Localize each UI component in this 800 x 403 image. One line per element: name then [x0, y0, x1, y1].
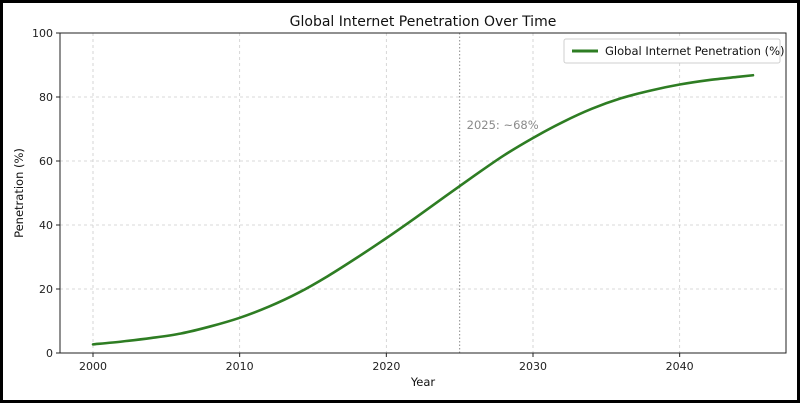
legend: Global Internet Penetration (%) [563, 38, 785, 64]
x-axis-title: Year [410, 375, 436, 389]
annotation-label: 2025: ~68% [467, 118, 539, 132]
chart-frame: Global Internet Penetration Over Time 20… [3, 3, 797, 400]
annotation-layer: 2025: ~68% [459, 33, 539, 353]
legend-box [563, 38, 781, 64]
y-tick-label: 40 [39, 219, 53, 232]
chart-title: Global Internet Penetration Over Time [290, 14, 557, 30]
x-tick-label: 2000 [79, 360, 107, 373]
x-tick-label: 2010 [226, 360, 254, 373]
x-tick-label: 2020 [372, 360, 400, 373]
plot-area-border [59, 32, 787, 354]
series-layer [91, 73, 755, 346]
y-tick-label: 20 [39, 283, 53, 296]
series-line [91, 73, 755, 346]
y-axis-title: Penetration (%) [12, 148, 26, 238]
y-tick-label: 0 [46, 347, 53, 360]
y-tick-label: 60 [39, 155, 53, 168]
legend-label: Global Internet Penetration (%) [605, 44, 785, 58]
y-tick-label: 80 [39, 91, 53, 104]
line-chart: Global Internet Penetration Over Time 20… [12, 14, 787, 389]
grid [60, 33, 786, 353]
x-tick-label: 2030 [519, 360, 547, 373]
y-tick-label: 100 [32, 27, 53, 40]
x-tick-label: 2040 [666, 360, 694, 373]
